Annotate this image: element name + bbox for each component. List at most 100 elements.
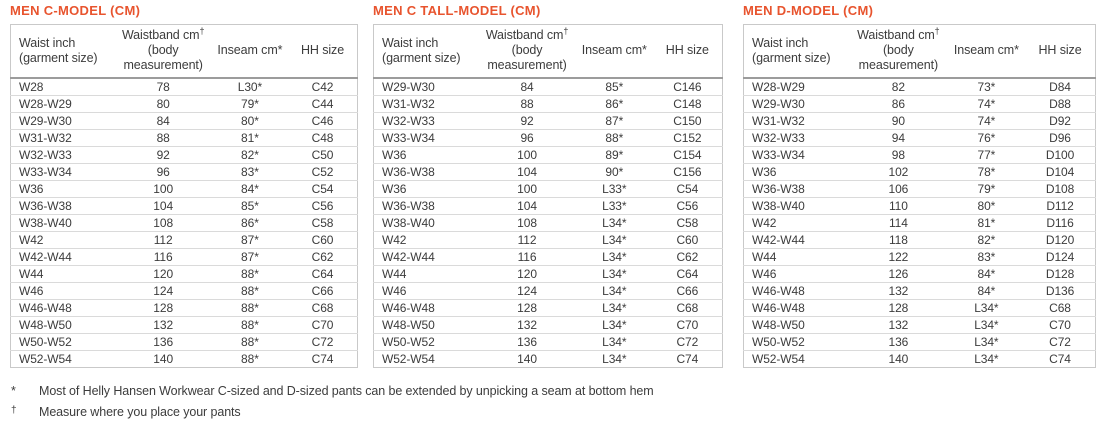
table-cell: D96	[1025, 129, 1096, 147]
table-cell: C66	[288, 282, 358, 300]
table-cell: C152	[652, 129, 723, 147]
table-cell: 74*	[947, 95, 1026, 113]
table-cell: W29-W30	[10, 112, 115, 130]
table-cell: L33*	[575, 197, 653, 215]
table-cell: W32-W33	[373, 112, 479, 130]
table-cell: 128	[478, 299, 576, 317]
table-cell: W38-W40	[373, 214, 479, 232]
table-cell: D92	[1025, 112, 1096, 130]
table-cell: C66	[652, 282, 723, 300]
table-cell: W46-W48	[743, 282, 850, 300]
table-cell: W52-W54	[752, 352, 805, 366]
table-cell: C42	[288, 78, 358, 96]
table-cell: 140	[517, 352, 537, 366]
table-cell: W46	[10, 282, 115, 300]
table-cell: L34*	[575, 333, 653, 351]
table-cell: W48-W50	[373, 316, 479, 334]
table-cell: 88	[478, 95, 576, 113]
table-cell: 82*	[211, 146, 289, 164]
table-cell: C58	[288, 214, 358, 232]
table-body: W29-W30 84 85* C146 W31-W32 88 86* C148 W32-W33 9…	[373, 78, 723, 368]
table-cell: W46	[743, 265, 850, 283]
table-row: W38-W40 108 86* C58	[10, 214, 358, 232]
table-cell: 120	[478, 265, 576, 283]
table-cell: W44	[10, 265, 115, 283]
table-cell: C74	[1049, 352, 1071, 366]
table-cell: 104	[114, 197, 212, 215]
table-row: W29-W30 84 80* C46	[10, 112, 358, 130]
asterisk-symbol: *	[11, 384, 16, 398]
table-row: W33-W34 98 77* D100	[743, 146, 1096, 164]
table-cell: 84*	[211, 180, 289, 198]
table-cell: 87*	[211, 248, 289, 266]
table-cell: C146	[652, 78, 723, 96]
table-cell: 88*	[211, 333, 289, 351]
table-row: W42-W44 118 82* D120	[743, 231, 1096, 249]
table-cell: L34*	[575, 248, 653, 266]
table-cell: W38-W40	[10, 214, 115, 232]
table-row: W46 124 L34* C66	[373, 282, 723, 300]
table-cell: W31-W32	[743, 112, 850, 130]
table-row: W50-W52 136 88* C72	[10, 333, 358, 351]
table-cell: C56	[652, 197, 723, 215]
table-cell: 116	[114, 248, 212, 266]
table-cell: W29-W30	[743, 95, 850, 113]
column-header-waist-inch: Waist inch (garment size)	[743, 24, 850, 79]
table-title-men-c-model: MEN C-MODEL (CM)	[10, 3, 141, 18]
table-cell: 136	[849, 333, 948, 351]
size-table-men-c-model: Waist inch (garment size) Waistband cm† (b…	[10, 24, 358, 368]
table-cell: C60	[288, 231, 358, 249]
column-header-waist-inch: Waist inch (garment size)	[373, 24, 479, 79]
table-cell: L34*	[575, 316, 653, 334]
footnote-asterisk: * Most of Helly Hansen Workwear C-sized …	[10, 381, 1110, 402]
table-cell: 132	[849, 282, 948, 300]
table-row: W32-W33 94 76* D96	[743, 129, 1096, 147]
table-cell: W52-W54	[382, 352, 435, 366]
table-cell: 132	[114, 316, 212, 334]
table-cell: D108	[1025, 180, 1096, 198]
table-cell: C72	[288, 333, 358, 351]
table-cell: L34*	[947, 299, 1026, 317]
table-row: W33-W34 96 88* C152	[373, 129, 723, 147]
dagger-symbol: †	[11, 405, 17, 416]
table-cell: 90*	[575, 163, 653, 181]
footnote-dagger: † Measure where you place your pants	[10, 402, 1110, 423]
table-cell: 96	[114, 163, 212, 181]
table-row: W52-W54 140 L34* C74	[744, 351, 1096, 368]
table-cell: C156	[652, 163, 723, 181]
table-cell: 88*	[211, 316, 289, 334]
column-header-inseam-cm: Inseam cm*	[575, 24, 653, 79]
table-cell: 92	[114, 146, 212, 164]
table-cell: W48-W50	[10, 316, 115, 334]
table-cell: L34*	[974, 352, 999, 366]
table-cell: 83*	[211, 163, 289, 181]
table-cell: 114	[849, 214, 948, 232]
table-cell: 102	[849, 163, 948, 181]
table-cell: C72	[1025, 333, 1096, 351]
table-cell: D104	[1025, 163, 1096, 181]
table-cell: 100	[114, 180, 212, 198]
table-row: W31-W32 88 81* C48	[10, 129, 358, 147]
table-cell: 128	[114, 299, 212, 317]
table-cell: 88	[114, 129, 212, 147]
table-cell: 87*	[575, 112, 653, 130]
table-cell: 88*	[575, 129, 653, 147]
table-cell: L34*	[575, 214, 653, 232]
table-cell: L34*	[947, 316, 1026, 334]
table-cell: C54	[652, 180, 723, 198]
table-cell: W28	[10, 78, 115, 96]
table-row: W46-W48 128 L34* C68	[743, 299, 1096, 317]
column-header-waistband-cm: Waistband cm† (body measurement)	[478, 24, 576, 79]
table-row: W48-W50 132 L34* C70	[743, 316, 1096, 334]
table-row: W46 126 84* D128	[743, 265, 1096, 283]
table-header: Waist inch (garment size) Waistband cm† (b…	[10, 24, 358, 79]
table-cell: L34*	[602, 352, 627, 366]
table-cell: W28-W29	[10, 95, 115, 113]
table-cell: C74	[676, 352, 699, 366]
table-row: W36 100 89* C154	[373, 146, 723, 164]
table-cell: C44	[288, 95, 358, 113]
table-cell: W46-W48	[10, 299, 115, 317]
table-cell: 73*	[947, 78, 1026, 96]
table-cell: W36	[373, 180, 479, 198]
